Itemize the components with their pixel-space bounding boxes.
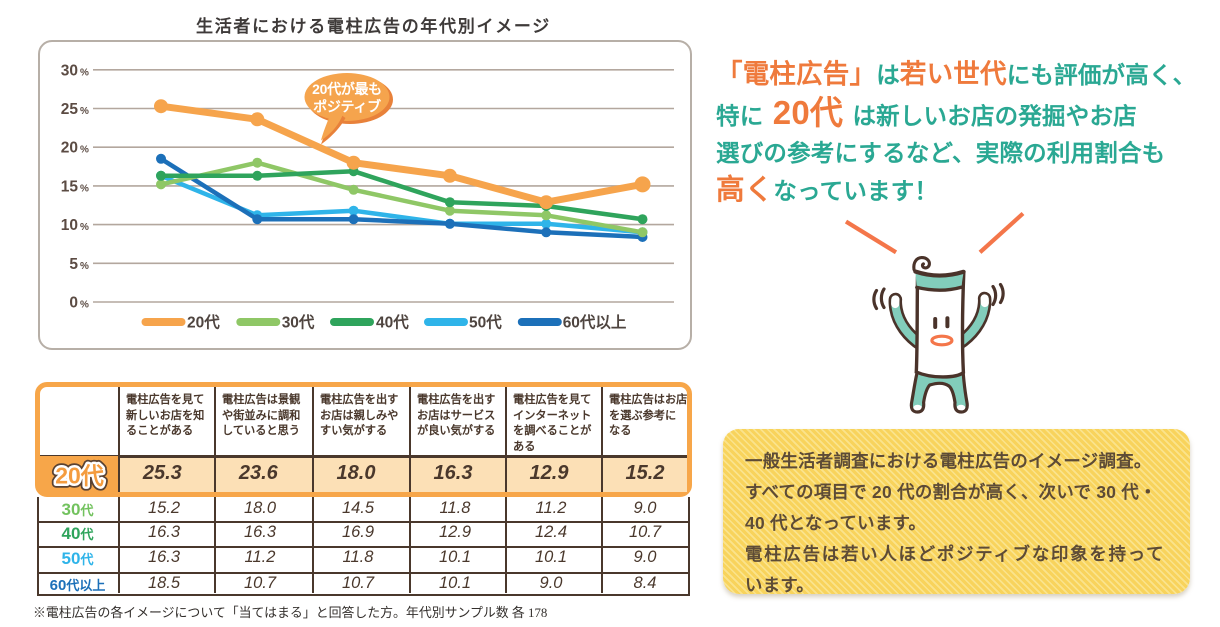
svg-text:30: 30 <box>61 62 78 79</box>
svg-text:40代: 40代 <box>376 313 409 332</box>
svg-text:25: 25 <box>61 101 79 118</box>
svg-text:%: % <box>80 67 89 78</box>
svg-text:0: 0 <box>69 295 78 312</box>
svg-text:20代: 20代 <box>55 463 104 489</box>
svg-text:%: % <box>80 106 89 117</box>
svg-text:%: % <box>80 145 89 156</box>
svg-text:%: % <box>80 222 89 233</box>
svg-text:15: 15 <box>61 178 79 195</box>
svg-text:5: 5 <box>69 256 78 273</box>
svg-text:50代: 50代 <box>469 313 502 332</box>
svg-text:%: % <box>80 300 89 311</box>
svg-text:20代: 20代 <box>55 463 104 489</box>
svg-text:20: 20 <box>61 140 78 157</box>
svg-text:10: 10 <box>61 217 78 234</box>
svg-text:60代以上: 60代以上 <box>563 313 627 332</box>
svg-text:20代: 20代 <box>187 313 220 332</box>
svg-text:%: % <box>80 183 89 194</box>
svg-text:20代: 20代 <box>55 463 104 489</box>
svg-text:ポジティブ: ポジティブ <box>313 99 381 115</box>
svg-text:%: % <box>80 261 89 272</box>
svg-text:30代: 30代 <box>282 313 315 332</box>
svg-text:20代が最も: 20代が最も <box>312 81 382 97</box>
